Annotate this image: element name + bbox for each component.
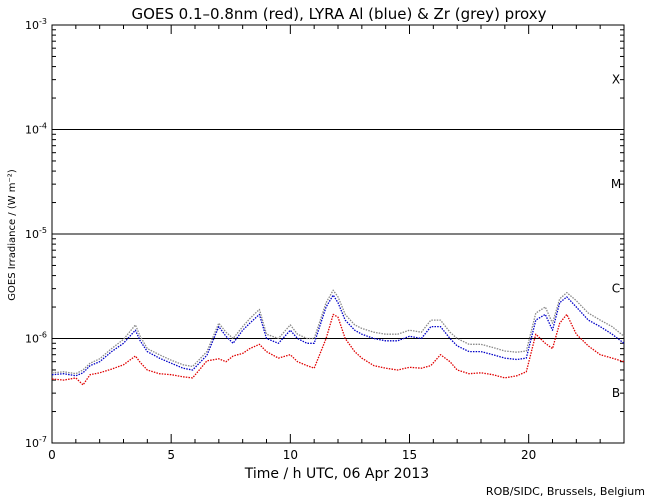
series-line-2	[51, 289, 625, 375]
x-tick-label: 0	[48, 448, 56, 462]
credit-text: ROB/SIDC, Brussels, Belgium	[486, 485, 645, 498]
plot-area: 10-7 10-6 10-5 10-4 10-3 0 5 10 15 20 X M C B	[25, 17, 625, 462]
y-axis-label: GOES Irradiance / (W m⁻²)	[7, 169, 18, 301]
flare-class-label: X	[612, 73, 620, 87]
flare-class-label: B	[612, 386, 620, 400]
series-line-0	[51, 313, 625, 386]
y-tick-label: 10-4	[25, 122, 47, 137]
flare-class-label: M	[611, 177, 621, 191]
y-tick-label: 10-6	[25, 331, 47, 346]
y-tick-label: 10-3	[25, 17, 47, 32]
x-tick-label: 20	[521, 448, 536, 462]
y-tick-label: 10-5	[25, 226, 47, 241]
flare-class-label: C	[612, 282, 620, 296]
chart-title: GOES 0.1–0.8nm (red), LYRA Al (blue) & Z…	[131, 5, 546, 23]
x-tick-label: 15	[402, 448, 417, 462]
series-line-1	[51, 294, 625, 377]
x-tick-label: 10	[283, 448, 298, 462]
x-axis-label: Time / h UTC, 06 Apr 2013	[244, 466, 429, 482]
y-tick-label: 10-7	[25, 435, 47, 450]
x-tick-label: 5	[167, 448, 175, 462]
